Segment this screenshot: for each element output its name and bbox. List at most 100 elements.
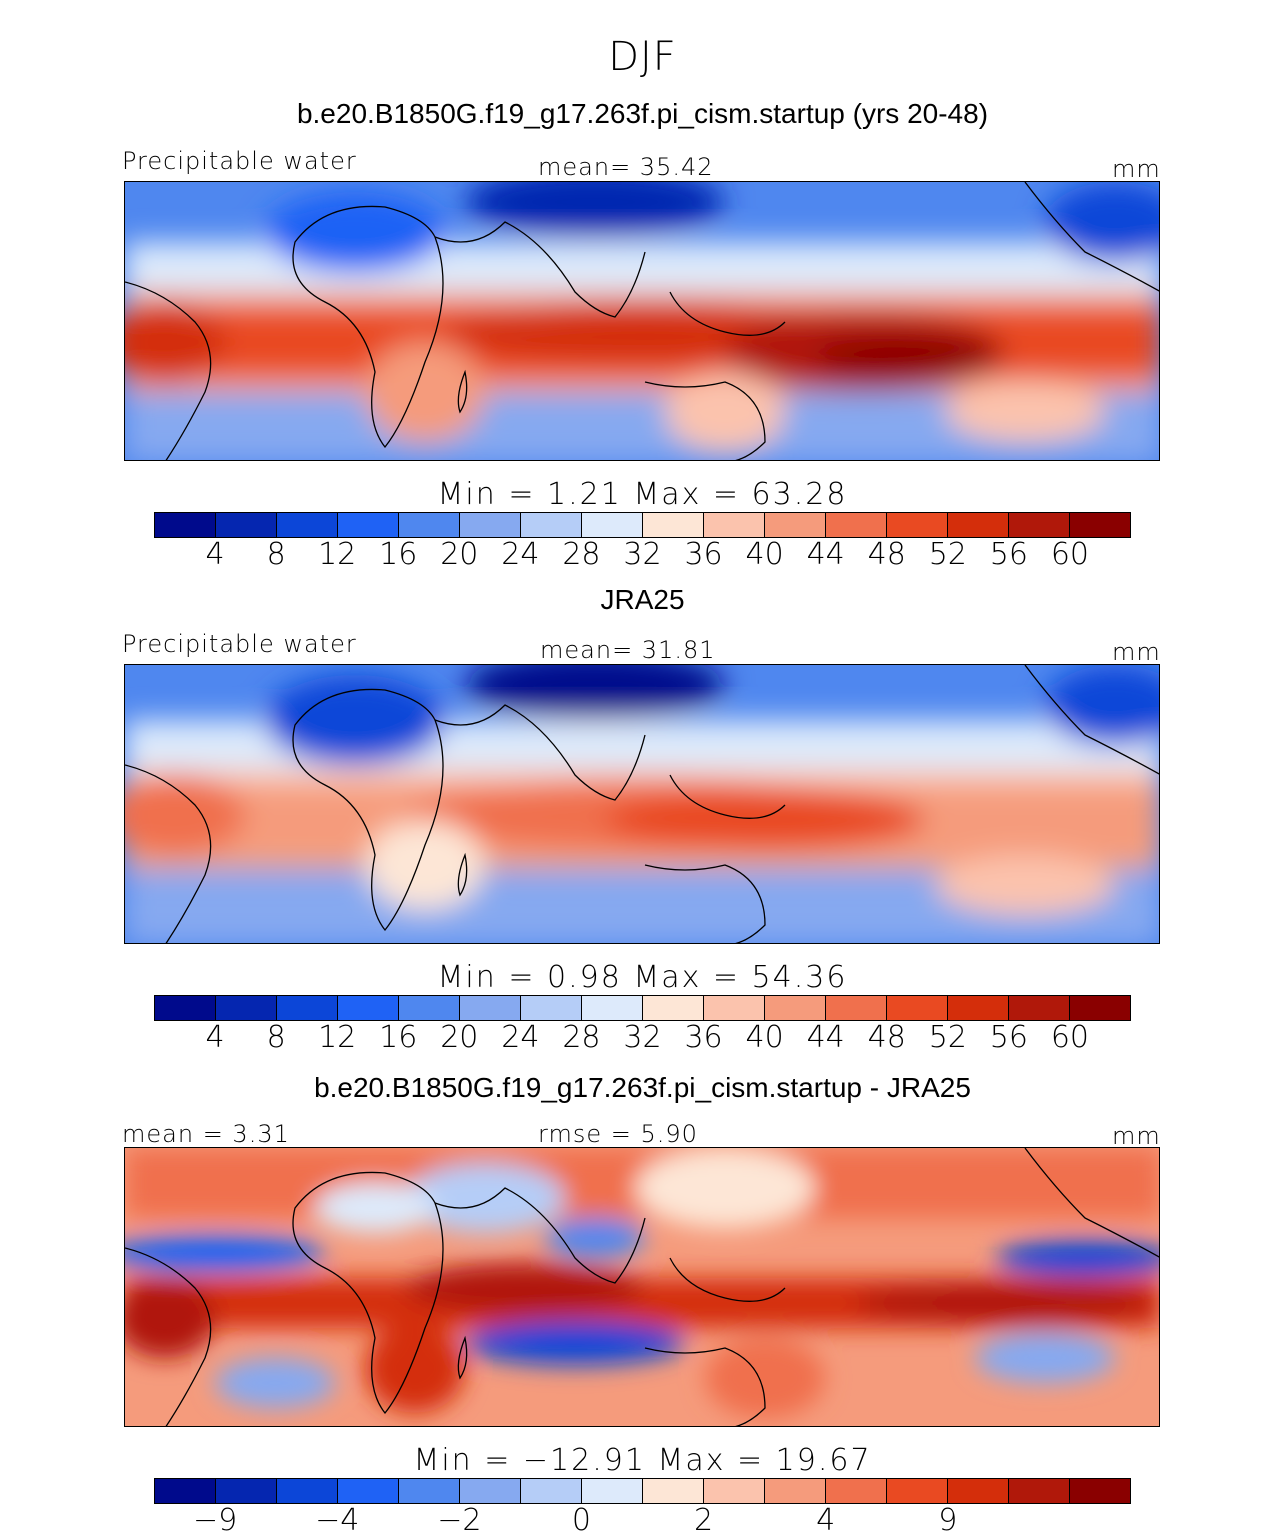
colorbar-tick-label: 48 <box>867 1020 906 1055</box>
colorbar-tick-label: 4 <box>205 1020 225 1055</box>
panel-3-minmax: Min = −12.91 Max = 19.67 <box>413 1443 872 1478</box>
panel-3-colorbar <box>154 1478 1131 1504</box>
colorbar-swatch <box>887 513 948 537</box>
colorbar-swatch <box>704 513 765 537</box>
colorbar-tick-label: 44 <box>806 1020 845 1055</box>
panel-2-title: JRA25 <box>600 584 685 615</box>
colorbar-tick-label: 24 <box>501 537 540 572</box>
colorbar-tick-label: 2 <box>694 1503 714 1538</box>
panel-2-minmax: Min = 0.98 Max = 54.36 <box>437 960 848 995</box>
colorbar-swatch <box>277 513 338 537</box>
colorbar-swatch <box>338 996 399 1020</box>
panel-3-rmse-label: rmse = 5.90 <box>538 1120 698 1148</box>
colorbar-tick-label: 52 <box>928 1020 967 1055</box>
colorbar-swatch <box>521 513 582 537</box>
colorbar-swatch <box>399 1479 460 1503</box>
colorbar-swatch <box>399 996 460 1020</box>
panel-1-colorbar <box>154 512 1131 538</box>
colorbar-tick-label: −9 <box>192 1503 238 1538</box>
panel-1-title: b.e20.B1850G.f19_g17.263f.pi_cism.startu… <box>296 98 989 129</box>
colorbar-swatch <box>826 1479 887 1503</box>
colorbar-swatch <box>216 513 277 537</box>
panel-2-map <box>124 664 1160 944</box>
colorbar-tick-label: 20 <box>440 537 479 572</box>
colorbar-tick-label: 36 <box>684 537 723 572</box>
panel-2-mean-label: mean= 31.81 <box>540 636 716 664</box>
colorbar-swatch <box>338 513 399 537</box>
colorbar-swatch <box>704 1479 765 1503</box>
colorbar-swatch <box>643 1479 704 1503</box>
colorbar-swatch <box>582 996 643 1020</box>
colorbar-swatch <box>155 1479 216 1503</box>
colorbar-tick-label: −2 <box>437 1503 482 1538</box>
colorbar-tick-label: 44 <box>806 537 845 572</box>
colorbar-swatch <box>1070 513 1130 537</box>
colorbar-tick-label: 0 <box>571 1503 591 1538</box>
colorbar-swatch <box>1070 1479 1130 1503</box>
colorbar-tick-label: 4 <box>205 537 225 572</box>
colorbar-tick-label: 60 <box>1050 537 1090 572</box>
colorbar-swatch <box>277 1479 338 1503</box>
colorbar-swatch <box>704 996 765 1020</box>
colorbar-swatch <box>521 1479 582 1503</box>
colorbar-swatch <box>1009 1479 1070 1503</box>
colorbar-swatch <box>521 996 582 1020</box>
panel-3-map <box>124 1147 1160 1427</box>
colorbar-tick-label: 12 <box>318 1020 357 1055</box>
colorbar-swatch <box>643 513 704 537</box>
colorbar-swatch <box>643 996 704 1020</box>
colorbar-swatch <box>765 1479 826 1503</box>
colorbar-tick-label: 20 <box>440 1020 479 1055</box>
colorbar-tick-label: 56 <box>989 1020 1028 1055</box>
colorbar-swatch <box>460 513 521 537</box>
colorbar-tick-label: 48 <box>867 537 906 572</box>
colorbar-swatch <box>216 1479 277 1503</box>
panel-3-mean-label: mean = 3.31 <box>122 1120 290 1148</box>
colorbar-tick-label: 32 <box>623 537 662 572</box>
colorbar-tick-label: 60 <box>1050 1020 1090 1055</box>
colorbar-tick-label: 4 <box>816 1503 836 1538</box>
panel-2-units-label: mm <box>1112 638 1161 666</box>
colorbar-tick-label: −4 <box>315 1503 360 1538</box>
panel-1-variable-label: Precipitable water <box>122 147 357 175</box>
colorbar-tick-label: 8 <box>266 537 286 572</box>
panel-2-colorbar <box>154 995 1131 1021</box>
colorbar-tick-label: 52 <box>928 537 967 572</box>
colorbar-swatch <box>216 996 277 1020</box>
colorbar-swatch <box>887 1479 948 1503</box>
panel-1-units-label: mm <box>1112 155 1161 183</box>
colorbar-swatch <box>826 513 887 537</box>
colorbar-tick-label: 9 <box>938 1503 958 1538</box>
colorbar-tick-label: 16 <box>379 537 418 572</box>
colorbar-tick-label: 8 <box>266 1020 286 1055</box>
colorbar-tick-label: 28 <box>562 537 601 572</box>
panel-3-units-label: mm <box>1112 1122 1161 1150</box>
panel-1-map <box>124 181 1160 461</box>
colorbar-tick-label: 36 <box>684 1020 723 1055</box>
colorbar-swatch <box>1009 996 1070 1020</box>
panel-2-variable-label: Precipitable water <box>122 630 357 658</box>
colorbar-swatch <box>887 996 948 1020</box>
colorbar-swatch <box>155 996 216 1020</box>
colorbar-swatch <box>399 513 460 537</box>
colorbar-tick-label: 28 <box>562 1020 601 1055</box>
colorbar-swatch <box>1009 513 1070 537</box>
panel-1-minmax: Min = 1.21 Max = 63.28 <box>437 477 848 512</box>
colorbar-swatch <box>155 513 216 537</box>
figure-title: DJF <box>608 34 677 80</box>
colorbar-swatch <box>277 996 338 1020</box>
colorbar-tick-label: 56 <box>989 537 1028 572</box>
colorbar-swatch <box>948 1479 1009 1503</box>
colorbar-swatch <box>1070 996 1130 1020</box>
colorbar-swatch <box>948 513 1009 537</box>
colorbar-swatch <box>460 1479 521 1503</box>
colorbar-swatch <box>460 996 521 1020</box>
colorbar-swatch <box>765 996 826 1020</box>
panel-3-title: b.e20.B1850G.f19_g17.263f.pi_cism.startu… <box>314 1072 971 1103</box>
colorbar-swatch <box>338 1479 399 1503</box>
colorbar-tick-label: 16 <box>379 1020 418 1055</box>
colorbar-tick-label: 12 <box>318 537 357 572</box>
colorbar-tick-label: 32 <box>623 1020 662 1055</box>
colorbar-tick-label: 40 <box>745 537 784 572</box>
colorbar-swatch <box>948 996 1009 1020</box>
